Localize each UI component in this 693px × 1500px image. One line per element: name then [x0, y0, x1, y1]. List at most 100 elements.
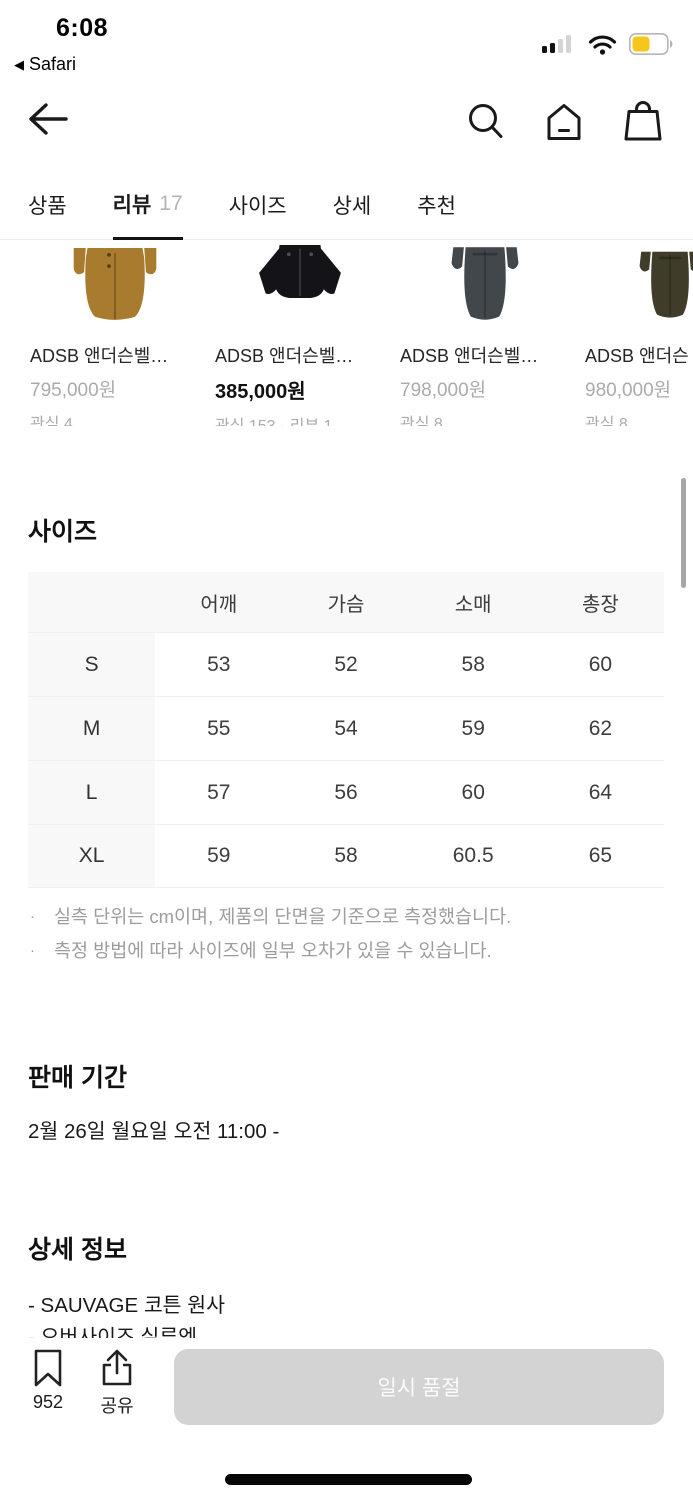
- size-table-row: XL 59 58 60.5 65: [28, 824, 664, 888]
- share-icon: [102, 1349, 132, 1386]
- coat-image-icon: [72, 245, 158, 325]
- size-cell: 55: [207, 716, 231, 740]
- size-row-label: S: [28, 633, 156, 696]
- product-title: ADSB 앤더슨벨…: [30, 346, 169, 366]
- size-table-row: S 53 52 58 60: [28, 632, 664, 696]
- size-table-header-row: 어깨 가슴 소매 총장: [28, 572, 664, 632]
- wifi-icon: [588, 34, 617, 55]
- clock: 6:08: [56, 14, 109, 42]
- size-cell: 52: [334, 652, 358, 676]
- size-header-cell: 총장: [581, 593, 619, 616]
- size-section-title: 사이즈: [28, 518, 98, 546]
- detail-info-title: 상세 정보: [28, 1236, 127, 1264]
- coat-image-icon: [630, 247, 693, 325]
- note-text: 실측 단위는 cm이며, 제품의 단면을 기준으로 측정했습니다.: [54, 906, 512, 927]
- product-meta: 관심 8: [400, 416, 443, 426]
- cellular-signal-icon: [542, 35, 571, 53]
- jacket-image-icon: [236, 245, 364, 325]
- product-image: [30, 241, 200, 325]
- size-row-label: M: [28, 697, 156, 760]
- product-image: [585, 241, 693, 325]
- note-text: 측정 방법에 따라 사이즈에 일부 오차가 있을 수 있습니다.: [54, 940, 492, 961]
- soldout-cta-button[interactable]: 일시 품절: [174, 1349, 664, 1425]
- cart-button[interactable]: [622, 100, 664, 142]
- product-card[interactable]: ADSB 앤더슨 980,000원 관심 8: [585, 241, 693, 426]
- product-title: ADSB 앤더슨: [585, 346, 689, 366]
- home-button[interactable]: [544, 102, 584, 142]
- shopping-bag-icon: [624, 101, 662, 141]
- size-cell: 60.5: [452, 844, 494, 867]
- back-to-app-link[interactable]: ◀ Safari: [14, 54, 76, 75]
- product-meta: 관심 4: [30, 416, 73, 426]
- tab-label: 사이즈: [228, 195, 287, 218]
- product-card[interactable]: ADSB 앤더슨벨… 795,000원 관심 4: [30, 241, 200, 426]
- tab-recommend[interactable]: 추천: [417, 170, 456, 240]
- product-price: 795,000원: [30, 380, 117, 401]
- size-table: 어깨 가슴 소매 총장 S 53 52 58 60 M 55 54 59 62 …: [28, 572, 664, 888]
- back-button[interactable]: [24, 100, 70, 138]
- tab-label: 추천: [417, 195, 456, 218]
- size-cell: 62: [588, 716, 613, 740]
- size-cell: 60: [588, 652, 613, 676]
- bookmark-count: 952: [32, 1392, 64, 1412]
- size-cell: 53: [207, 652, 231, 676]
- bookmark-button[interactable]: 952: [30, 1348, 66, 1413]
- size-row-label: L: [28, 761, 156, 824]
- sale-period-value: 2월 26일 월요일 오전 11:00 -: [28, 1120, 280, 1143]
- size-cell: 58: [461, 652, 485, 676]
- product-price: 798,000원: [400, 380, 487, 401]
- note-item: · 측정 방법에 따라 사이즈에 일부 오차가 있을 수 있습니다.: [30, 934, 670, 968]
- size-notes: · 실측 단위는 cm이며, 제품의 단면을 기준으로 측정했습니다. · 측정…: [30, 900, 670, 968]
- size-cell: 56: [334, 780, 358, 804]
- size-cell: 59: [207, 844, 231, 867]
- back-to-app-label: Safari: [29, 54, 77, 74]
- size-cell: 60: [461, 780, 485, 804]
- bullet: ·: [30, 908, 35, 925]
- product-card[interactable]: ADSB 앤더슨벨… 385,000원 관심 153 · 리뷰 1: [215, 241, 385, 426]
- product-price: 385,000원: [215, 381, 306, 403]
- tab-product[interactable]: 상품: [28, 170, 67, 240]
- product-carousel: ADSB 앤더슨벨… 795,000원 관심 4 ADSB 앤더슨벨… 385,…: [0, 241, 693, 426]
- product-meta: 관심 8: [585, 416, 628, 426]
- page-scrollbar[interactable]: [681, 478, 686, 588]
- home-indicator[interactable]: [225, 1474, 472, 1485]
- search-icon: [469, 104, 503, 138]
- size-cell: 54: [334, 716, 358, 740]
- size-header-cell: 소매: [454, 593, 492, 616]
- review-count-badge: 17: [159, 191, 183, 215]
- size-cell: 59: [461, 716, 485, 740]
- coat-image-icon: [441, 245, 529, 325]
- note-item: · 실측 단위는 cm이며, 제품의 단면을 기준으로 측정했습니다.: [30, 900, 670, 934]
- size-table-row: L 57 56 60 64: [28, 760, 664, 824]
- product-card[interactable]: ADSB 앤더슨벨… 798,000원 관심 8: [400, 241, 570, 426]
- tab-bar: 상품 리뷰 17 사이즈 상세 추천: [0, 170, 693, 240]
- tab-size[interactable]: 사이즈: [229, 170, 287, 240]
- share-button[interactable]: 공유: [98, 1348, 136, 1418]
- size-row-label: XL: [28, 825, 156, 887]
- product-title: ADSB 앤더슨벨…: [215, 346, 354, 366]
- size-cell: 58: [334, 844, 358, 867]
- share-label: 공유: [100, 1396, 134, 1416]
- size-cell: 57: [207, 780, 231, 804]
- tab-detail[interactable]: 상세: [333, 170, 372, 240]
- bookmark-icon: [34, 1349, 62, 1387]
- bottom-action-bar: 952 공유 일시 품절: [0, 1338, 693, 1500]
- size-table-row: M 55 54 59 62: [28, 696, 664, 760]
- size-header-cell: 가슴: [327, 593, 365, 616]
- size-header-cell: 어깨: [200, 593, 238, 616]
- search-button[interactable]: [464, 101, 506, 143]
- tab-label: 상품: [28, 195, 67, 218]
- detail-line: - SAUVAGE 코튼 원사: [28, 1294, 225, 1317]
- tab-label: 리뷰: [112, 193, 152, 217]
- product-price: 980,000원: [585, 380, 672, 401]
- tab-review[interactable]: 리뷰 17: [112, 170, 183, 240]
- sale-period-title: 판매 기간: [28, 1064, 127, 1092]
- battery-icon: [629, 33, 673, 55]
- size-cell: 65: [588, 844, 613, 867]
- back-arrow-icon: [29, 103, 68, 135]
- tab-label: 상세: [332, 195, 372, 218]
- product-image: [215, 241, 385, 325]
- home-icon: [547, 104, 581, 140]
- nav-bar: [0, 92, 693, 156]
